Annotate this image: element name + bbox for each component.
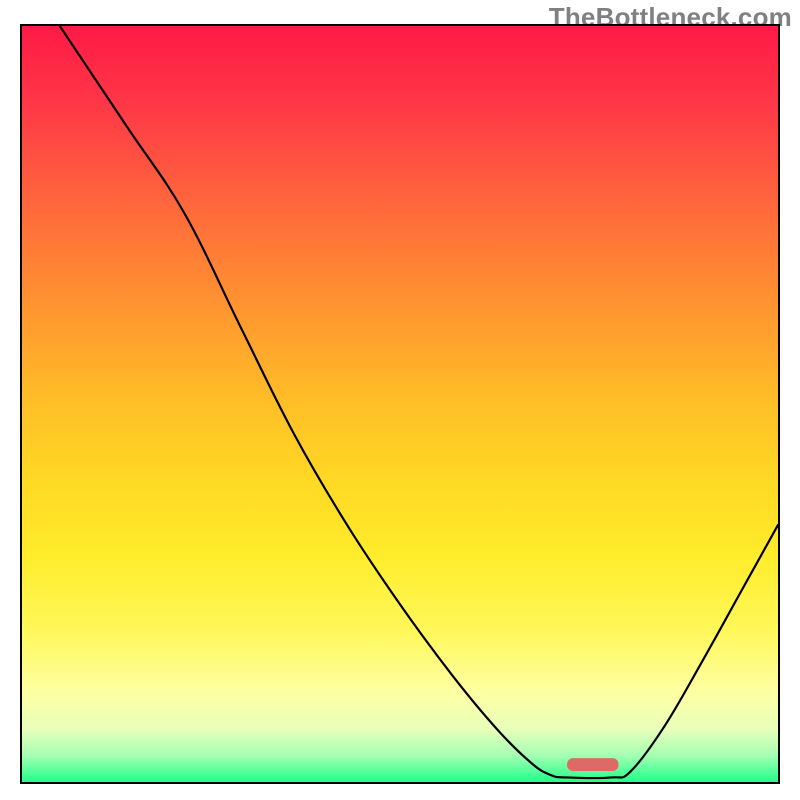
chart-frame: TheBottleneck.com — [0, 0, 800, 800]
optimum-marker — [567, 758, 618, 771]
plot-area — [20, 24, 780, 784]
chart-svg — [22, 26, 778, 782]
